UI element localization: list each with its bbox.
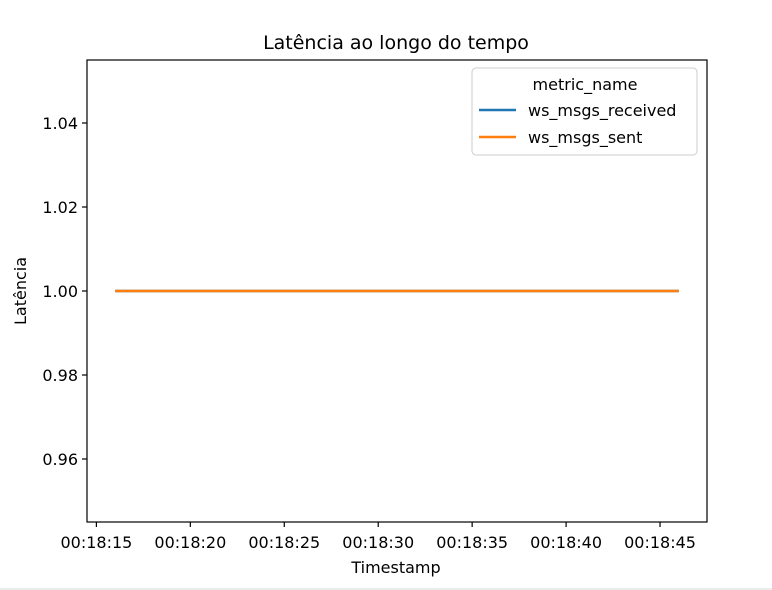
- legend-title: metric_name: [533, 75, 638, 95]
- y-tick-label: 0.98: [42, 366, 78, 385]
- footer-divider: [0, 588, 772, 590]
- legend-box: [471, 67, 698, 156]
- legend-label-ws_msgs_sent: ws_msgs_sent: [528, 128, 642, 148]
- chart-title: Latência ao longo do tempo: [263, 32, 529, 54]
- x-axis-label: Timestamp: [350, 558, 440, 577]
- x-tick-label: 00:18:30: [342, 533, 414, 552]
- y-tick-label: 1.00: [42, 282, 78, 301]
- x-tick-label: 00:18:25: [248, 533, 320, 552]
- y-tick-label: 1.04: [42, 114, 78, 133]
- x-tick-label: 00:18:45: [624, 533, 696, 552]
- y-axis: 0.96 0.98 1.00 1.02 1.04: [42, 114, 87, 469]
- x-tick-label: 00:18:35: [436, 533, 508, 552]
- y-tick-label: 1.02: [42, 198, 78, 217]
- x-tick-label: 00:18:40: [530, 533, 602, 552]
- x-axis: 00:18:15 00:18:20 00:18:25 00:18:30 00:18:35…: [60, 522, 696, 552]
- y-tick-label: 0.96: [42, 450, 78, 469]
- x-tick-label: 00:18:20: [154, 533, 226, 552]
- y-axis-label: Latência: [11, 257, 30, 325]
- x-tick-label: 00:18:15: [60, 533, 132, 552]
- legend-label-ws_msgs_received: ws_msgs_received: [528, 101, 676, 121]
- legend: metric_name ws_msgs_received ws_msgs_sent: [471, 67, 698, 156]
